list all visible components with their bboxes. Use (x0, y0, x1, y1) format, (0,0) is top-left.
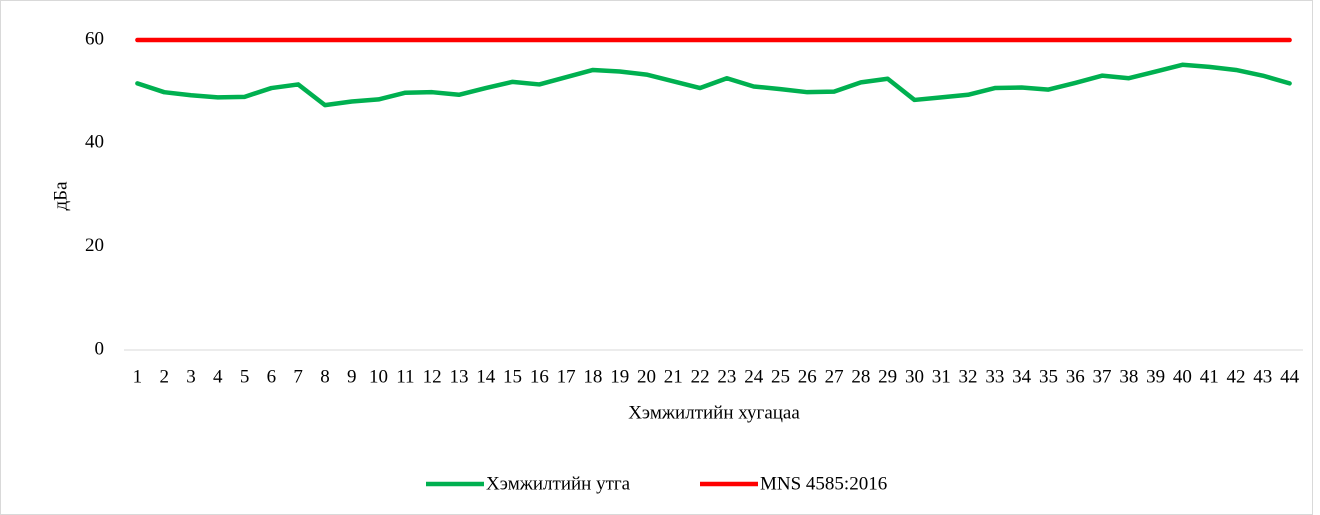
x-tick-label: 14 (476, 366, 496, 387)
x-tick-label: 35 (1039, 366, 1058, 387)
x-tick-label: 29 (878, 366, 897, 387)
x-tick-label: 25 (771, 366, 790, 387)
legend-label: MNS 4585:2016 (760, 473, 887, 494)
x-tick-label: 5 (240, 366, 250, 387)
x-tick-label: 22 (691, 366, 710, 387)
x-tick-label: 1 (133, 366, 143, 387)
x-tick-label: 32 (959, 366, 978, 387)
x-tick-label: 37 (1093, 366, 1112, 387)
x-tick-label: 44 (1280, 366, 1300, 387)
x-tick-label: 18 (583, 366, 602, 387)
x-tick-label: 4 (213, 366, 223, 387)
x-tick-label: 13 (449, 366, 468, 387)
y-tick-label: 60 (85, 28, 104, 49)
x-tick-label: 28 (851, 366, 870, 387)
data-line (135, 62, 1292, 108)
x-tick-label: 40 (1173, 366, 1192, 387)
x-tick-label: 30 (905, 366, 924, 387)
x-tick-label: 7 (293, 366, 303, 387)
x-tick-label: 20 (637, 366, 656, 387)
x-tick-label: 27 (825, 366, 844, 387)
x-tick-label: 15 (503, 366, 522, 387)
x-tick-label: 31 (932, 366, 951, 387)
legend-label: Хэмжилтийн утга (486, 473, 631, 494)
x-tick-label: 8 (320, 366, 330, 387)
x-tick-label: 43 (1253, 366, 1272, 387)
x-tick-label: 16 (530, 366, 549, 387)
x-tick-label: 38 (1119, 366, 1138, 387)
x-tick-label: 11 (396, 366, 414, 387)
y-axis-label: дБа (50, 181, 71, 211)
y-tick-label: 40 (85, 132, 104, 153)
y-tick-label: 20 (85, 235, 104, 256)
x-tick-label: 34 (1012, 366, 1032, 387)
x-tick-label: 33 (985, 366, 1004, 387)
x-tick-label: 26 (798, 366, 817, 387)
x-tick-label: 36 (1066, 366, 1085, 387)
x-tick-label: 21 (664, 366, 683, 387)
x-tick-label: 6 (267, 366, 277, 387)
x-tick-label: 41 (1200, 366, 1219, 387)
x-tick-label: 9 (347, 366, 357, 387)
x-tick-label: 39 (1146, 366, 1165, 387)
x-tick-label: 23 (717, 366, 736, 387)
x-tick-label: 42 (1227, 366, 1246, 387)
x-axis-label: Хэмжилтийн хугацаа (628, 402, 800, 423)
x-tick-label: 24 (744, 366, 764, 387)
x-tick-label: 12 (423, 366, 442, 387)
y-tick-label: 0 (95, 338, 105, 359)
x-tick-label: 17 (557, 366, 576, 387)
x-tick-label: 3 (186, 366, 196, 387)
x-tick-label: 2 (159, 366, 169, 387)
x-tick-label: 19 (610, 366, 629, 387)
x-tick-label: 10 (369, 366, 388, 387)
